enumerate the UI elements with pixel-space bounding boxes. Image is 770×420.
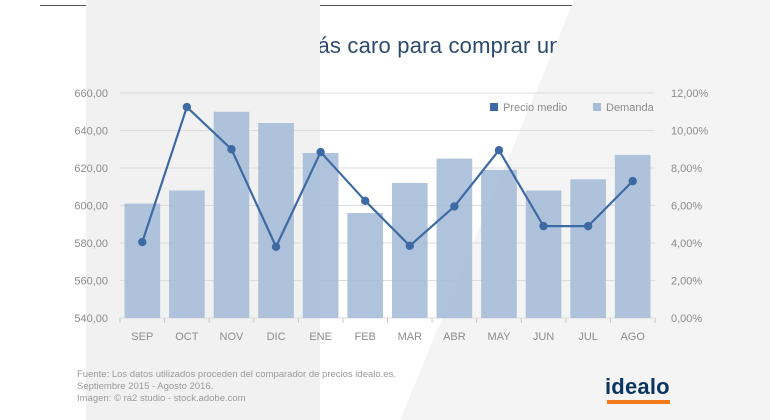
bar-mar: [391, 183, 428, 318]
bar-sep: [124, 203, 161, 318]
price-point-oct: [182, 102, 192, 112]
left-tick-label: 580,00: [74, 238, 108, 250]
legend-label-precio: Precio medio: [503, 102, 567, 114]
price-line: [138, 102, 637, 251]
right-axis-ticks: 0,00% 2,00% 4,00% 6,00% 8,00% 10,00% 12,00%: [671, 88, 709, 325]
x-tick-label: DIC: [267, 331, 286, 343]
left-tick-label: 560,00: [74, 276, 108, 288]
price-point-feb: [361, 196, 370, 206]
x-tick-label: FEB: [355, 331, 376, 343]
x-axis-ticks: SEP OCT NOV DIC ENE FEB MAR ABR MAY JUN JUL AGO: [119, 318, 656, 343]
x-tick-label: MAR: [398, 331, 423, 343]
bar-nov: [213, 111, 250, 318]
x-tick-label: OCT: [175, 331, 199, 343]
left-tick-label: 620,00: [74, 163, 108, 175]
bar-feb: [347, 213, 384, 318]
gridlines: [120, 92, 655, 319]
price-line-path: [141, 105, 634, 248]
idealo-logo: idealo: [605, 374, 670, 399]
right-tick-label: 4,00%: [671, 238, 702, 250]
bar-abr: [436, 158, 473, 318]
right-tick-label: 2,00%: [671, 276, 702, 288]
x-tick-label: SEP: [131, 331, 153, 343]
right-tick-label: 0,00%: [671, 313, 702, 325]
x-tick-label: JUN: [533, 331, 554, 343]
bar-oct: [169, 190, 205, 318]
x-tick-label: MAY: [487, 331, 511, 343]
x-tick-label: AGO: [620, 331, 645, 343]
legend: Precio medio Demanda: [490, 102, 655, 114]
left-tick-label: 540,00: [74, 313, 108, 325]
right-tick-label: 10,00%: [671, 126, 709, 138]
image-credit: Imagen: © ra2 studio - stock.adobe.com: [77, 393, 246, 404]
legend-swatch-demanda: [593, 103, 601, 111]
price-point-nov: [227, 145, 236, 154]
price-point-sep: [138, 237, 147, 247]
x-tick-label: NOV: [220, 331, 245, 343]
left-axis-ticks: 540,00 560,00 580,00 600,00 620,00 640,00 660,…: [74, 88, 108, 325]
price-point-jun: [539, 221, 548, 231]
logo-accent-bar: [607, 400, 670, 404]
bar-may: [481, 169, 517, 318]
price-point-ene: [316, 147, 325, 157]
price-point-may: [494, 145, 504, 155]
left-tick-label: 600,00: [74, 201, 108, 213]
price-point-jul: [583, 221, 593, 231]
bar-ene: [302, 153, 339, 318]
x-tick-label: ABR: [443, 331, 466, 343]
x-tick-label: ENE: [309, 331, 332, 343]
right-tick-label: 12,00%: [671, 88, 709, 100]
price-point-dic: [271, 242, 281, 251]
top-divider: [40, 5, 730, 6]
right-tick-label: 6,00%: [671, 201, 702, 213]
price-point-ago: [628, 176, 637, 186]
bar-jun: [525, 190, 562, 318]
right-tick-label: 8,00%: [671, 163, 702, 175]
price-point-abr: [450, 202, 459, 211]
x-tick-label: JUL: [578, 331, 598, 343]
bar-jul: [570, 179, 606, 318]
price-point-mar: [405, 241, 414, 251]
left-tick-label: 640,00: [74, 126, 108, 138]
source-line-2: Septiembre 2015 - Agosto 2016.: [77, 381, 214, 392]
legend-label-demanda: Demanda: [606, 102, 655, 114]
source-line-1: Fuente: Los datos utilizados proceden de…: [77, 369, 396, 380]
source-note: Fuente: Los datos utilizados proceden de…: [77, 369, 396, 405]
legend-swatch-precio: [490, 103, 498, 111]
left-tick-label: 660,00: [74, 88, 108, 100]
